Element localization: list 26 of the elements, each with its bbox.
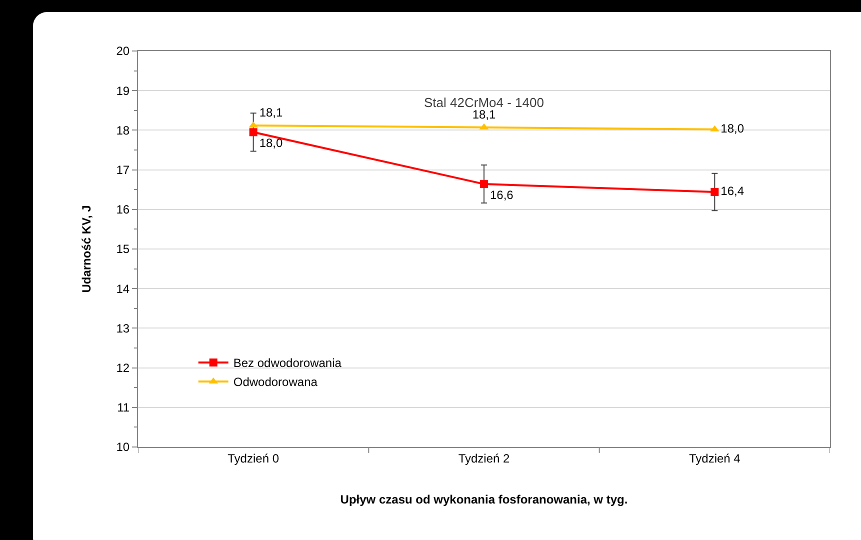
y-tick-label: 11 xyxy=(117,400,130,415)
data-label: 18,0 xyxy=(720,121,744,136)
x-tick-label: Tydzień 0 xyxy=(228,451,280,466)
y-tick-label: 18 xyxy=(116,123,130,138)
data-label: 18,0 xyxy=(259,136,284,150)
y-tick-label: 14 xyxy=(116,282,130,296)
y-tick-label: 19 xyxy=(116,84,130,98)
y-tick-label: 15 xyxy=(116,242,130,256)
y-tick-label: 17 xyxy=(116,163,130,177)
data-label: 18,1 xyxy=(259,105,284,120)
y-tick-label: 16 xyxy=(116,202,130,217)
data-label: 16,6 xyxy=(490,188,514,202)
data-label: 16,4 xyxy=(720,184,744,198)
y-tick-label: 10 xyxy=(116,440,130,454)
x-tick-label: Tydzień 2 xyxy=(458,451,510,466)
y-tick-label: 12 xyxy=(116,361,130,375)
y-axis-title: Udarność KV, J xyxy=(80,205,94,293)
point xyxy=(480,180,488,188)
point xyxy=(710,188,719,196)
x-axis-title: Upływ czasu od wykonania fosforanowania, w tyg. xyxy=(340,492,628,506)
y-tick-label: 20 xyxy=(116,44,130,58)
legend-label: Bez odwodorowania xyxy=(233,356,342,370)
legend-label: Odwodorowana xyxy=(233,375,318,390)
x-tick-label: Tydzień 4 xyxy=(688,451,741,466)
y-tick-label: 13 xyxy=(116,321,130,336)
point xyxy=(249,128,258,136)
